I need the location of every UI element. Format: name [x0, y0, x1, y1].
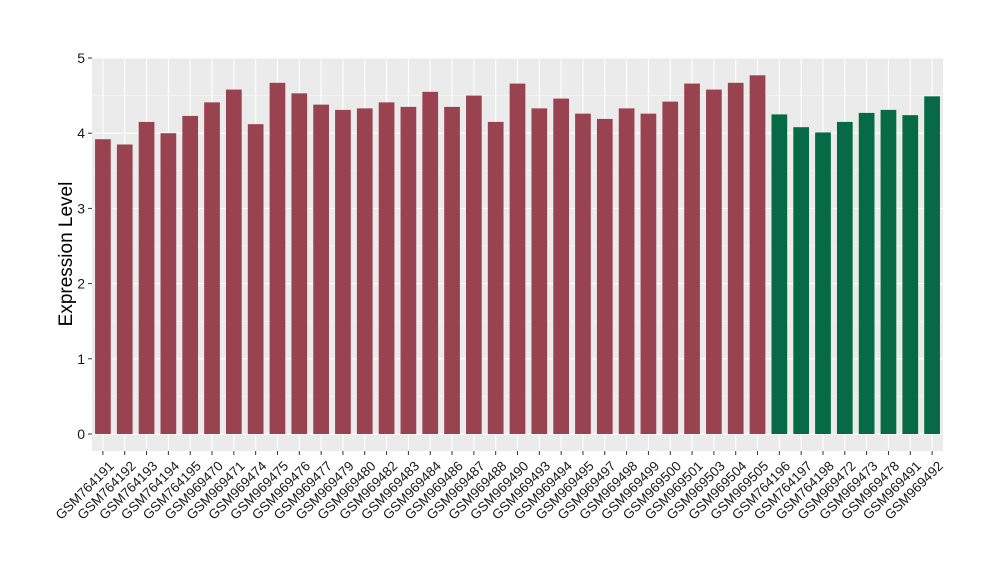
bar-GSM764195: [182, 115, 199, 435]
bar-GSM969474: [247, 124, 264, 435]
bar-GSM969472: [836, 121, 853, 435]
bar-GSM764192: [116, 144, 133, 435]
bar-GSM969473: [858, 112, 875, 435]
y-tick-label: 1: [77, 351, 85, 367]
bar-GSM969471: [225, 89, 242, 435]
y-tick-label: 4: [77, 125, 85, 141]
bar-GSM969486: [444, 106, 460, 434]
bars: [95, 75, 940, 435]
y-axis: 0 1 2 3 4 5: [77, 50, 92, 442]
y-tick-label: 0: [77, 426, 85, 442]
bar-GSM764197: [793, 127, 810, 435]
bar-GSM764198: [815, 132, 831, 434]
y-axis-label: Expression Level: [56, 182, 77, 327]
bar-GSM969493: [531, 108, 548, 434]
bar-GSM969494: [553, 98, 569, 434]
bar-GSM969483: [400, 106, 417, 434]
bar-GSM969492: [924, 96, 940, 435]
bar-GSM969484: [422, 91, 439, 434]
bar-GSM969482: [378, 102, 395, 435]
bar-GSM969504: [727, 82, 744, 434]
bar-GSM764194: [160, 133, 177, 434]
x-axis: GSM764191GSM764192GSM764193GSM764194GSM7…: [53, 451, 946, 523]
bar-GSM969498: [618, 108, 635, 434]
bar-GSM969478: [880, 109, 897, 434]
bar-GSM764193: [138, 121, 155, 435]
bar-GSM969487: [466, 95, 482, 434]
bar-GSM764196: [771, 114, 788, 435]
bar-GSM969499: [640, 113, 657, 434]
bar-GSM969479: [335, 109, 351, 434]
bar-GSM969505: [749, 75, 766, 435]
bar-GSM969503: [706, 89, 722, 435]
bar-GSM969470: [204, 102, 220, 435]
y-tick-label: 3: [77, 200, 85, 216]
bar-GSM969480: [356, 108, 373, 434]
bar-GSM969500: [662, 101, 679, 434]
bar-GSM969476: [291, 93, 308, 435]
bar-GSM969497: [596, 118, 613, 435]
bar-GSM764191: [95, 139, 111, 434]
bar-GSM969495: [575, 113, 591, 434]
bar-GSM969477: [313, 104, 329, 435]
bar-GSM969491: [902, 115, 919, 434]
bar-GSM969501: [684, 83, 700, 435]
bar-GSM969475: [269, 82, 286, 434]
y-tick-label: 5: [77, 50, 85, 66]
bar-GSM969488: [487, 121, 504, 435]
y-tick-label: 2: [77, 276, 85, 292]
bar-GSM969490: [509, 83, 526, 435]
